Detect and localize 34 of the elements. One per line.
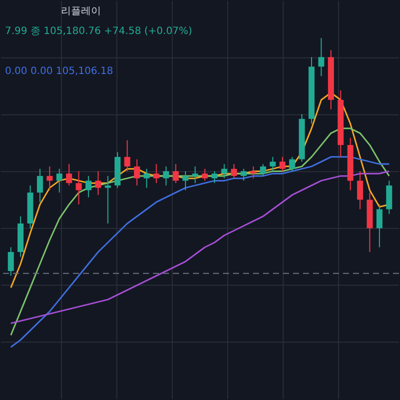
candlestick xyxy=(104,175,111,224)
candlestick xyxy=(76,170,82,205)
candlestick xyxy=(212,170,218,184)
candlestick xyxy=(230,164,237,179)
candlestick xyxy=(260,164,266,176)
candlestick xyxy=(163,166,170,186)
candlestick xyxy=(289,156,296,172)
candlestick xyxy=(192,166,198,184)
candlestick xyxy=(134,158,140,186)
candlestick xyxy=(182,170,188,191)
candlestick xyxy=(221,164,228,179)
candlestick xyxy=(279,156,286,172)
candlestick xyxy=(46,166,53,191)
candlestick xyxy=(172,164,179,184)
candlestick xyxy=(144,168,150,188)
candlestick xyxy=(124,140,130,172)
candlestick xyxy=(376,204,382,248)
candlestick xyxy=(66,164,72,186)
candlestick xyxy=(153,164,160,184)
candlestick xyxy=(202,168,208,182)
candlestick xyxy=(56,168,62,194)
candlestick xyxy=(318,38,324,77)
candlestick xyxy=(357,170,364,210)
text: 리플레이 xyxy=(61,6,101,17)
candlestick xyxy=(240,168,247,182)
text: 7.99 종 105,180.76 +74.58 (+0.07%) xyxy=(5,26,192,37)
candlestick xyxy=(8,246,14,276)
candlestick xyxy=(386,180,392,214)
annotation: 0.00 0.00 105,106.18 xyxy=(5,66,114,77)
candlestick xyxy=(85,175,92,198)
candlestick xyxy=(95,170,102,196)
candlestick xyxy=(250,166,256,179)
candlestick xyxy=(36,168,43,203)
candlestick xyxy=(270,156,276,172)
